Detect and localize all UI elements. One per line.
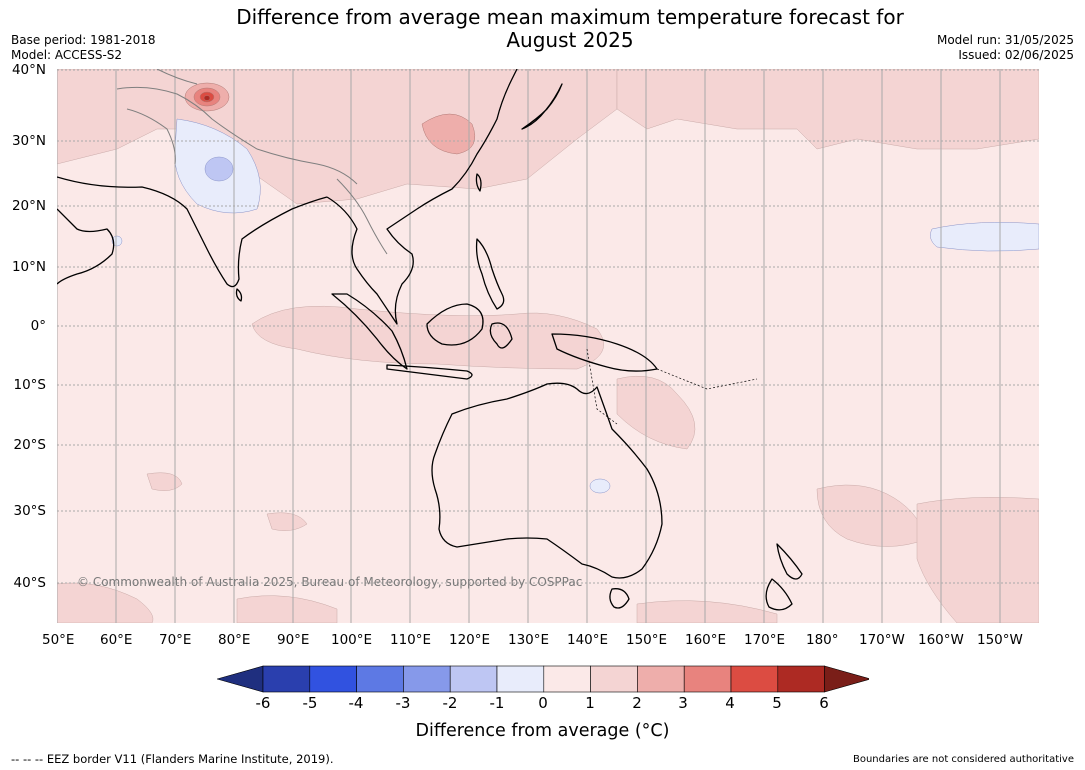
colorbar-tick: 6: [819, 694, 829, 712]
eez-borders: [586, 348, 758, 425]
colorbar-tick: -2: [442, 694, 458, 712]
colorbar-tick: 5: [772, 694, 782, 712]
lon-label: 50°E: [42, 632, 75, 648]
tasmania: [609, 588, 630, 609]
colorbar-swatch: [309, 665, 357, 693]
colorbar-tick: -3: [395, 694, 411, 712]
colorbar-tick: 1: [585, 694, 595, 712]
new-zealand: [765, 543, 803, 611]
colorbar-swatch: [777, 665, 825, 693]
lon-label: 60°E: [100, 632, 133, 648]
colorbar-swatch: [262, 665, 311, 693]
eez-footnote: -- -- -- EEZ border V11 (Flanders Marine…: [11, 752, 334, 766]
colorbar-tick: -5: [302, 694, 318, 712]
copyright-text: © Commonwealth of Australia 2025, Bureau…: [77, 575, 582, 589]
japan: [521, 83, 563, 130]
india-coast: [57, 176, 328, 288]
model-name: Model: ACCESS-S2: [11, 48, 123, 62]
lon-label: 170°W: [859, 632, 905, 648]
lat-label: 40°N: [11, 62, 46, 78]
colorbar-swatch: [449, 665, 498, 693]
lon-label: 150°W: [977, 632, 1023, 648]
lon-label: 160°W: [918, 632, 964, 648]
colorbar-label: Difference from average (°C): [415, 721, 670, 741]
model-run: Model run: 31/05/2025: [936, 33, 1074, 47]
lon-label: 160°E: [685, 632, 727, 648]
lon-label: 130°E: [508, 632, 550, 648]
colorbar-tick: 0: [538, 694, 548, 712]
lat-label: 30°S: [13, 503, 47, 519]
colorbar: [217, 665, 869, 693]
country-borders: [116, 69, 388, 255]
indochina-coast: [326, 69, 518, 325]
colorbar-under-arrow: [217, 665, 264, 693]
colorbar-swatch: [496, 665, 545, 693]
issued-date: Issued: 02/06/2025: [958, 48, 1074, 62]
lat-label: 20°S: [13, 437, 47, 453]
lat-label: 10°S: [13, 377, 47, 393]
colorbar-tick: 2: [632, 694, 642, 712]
chart-title-line1: Difference from average mean maximum tem…: [236, 5, 904, 29]
colorbar-tick: -1: [489, 694, 505, 712]
colorbar-tick: -4: [348, 694, 364, 712]
lat-label: 40°S: [13, 575, 47, 591]
anomaly-1-to-2-patches: [57, 69, 1039, 623]
lat-label: 30°N: [11, 133, 46, 149]
colorbar-swatch: [637, 665, 685, 693]
lat-label: 20°N: [11, 198, 46, 214]
taiwan: [475, 173, 482, 192]
sri-lanka: [235, 288, 243, 302]
chart-title-line2: August 2025: [506, 28, 634, 52]
colorbar-tick: 3: [678, 694, 688, 712]
base-period: Base period: 1981-2018: [11, 33, 156, 47]
lon-label: 80°E: [218, 632, 251, 648]
colorbar-swatch: [403, 665, 451, 693]
lat-label: 0°: [30, 318, 46, 334]
map-gridlines: [57, 69, 1039, 623]
philippines: [475, 238, 505, 310]
borneo: [426, 303, 484, 346]
anomaly-cool-patches: [111, 118, 1039, 494]
colorbar-swatch: [683, 665, 732, 693]
colorbar-over-arrow: [824, 665, 869, 693]
java: [386, 364, 473, 380]
lon-label: 100°E: [331, 632, 373, 648]
lon-label: 70°E: [159, 632, 192, 648]
arabia-coast: [57, 208, 115, 285]
colorbar-swatch: [730, 665, 779, 693]
sulawesi: [489, 322, 513, 349]
colorbar-tick: -6: [255, 694, 271, 712]
lon-label: 140°E: [567, 632, 609, 648]
australia: [431, 382, 663, 579]
colorbar-swatch: [356, 665, 404, 693]
lat-label: 10°N: [11, 259, 46, 275]
lon-label: 170°E: [744, 632, 786, 648]
lon-label: 110°E: [390, 632, 432, 648]
forecast-map: © Commonwealth of Australia 2025, Bureau…: [57, 69, 1039, 623]
lon-label: 180°: [806, 632, 839, 648]
lon-label: 120°E: [449, 632, 491, 648]
lon-label: 90°E: [277, 632, 310, 648]
colorbar-swatch: [543, 665, 591, 693]
boundaries-disclaimer: Boundaries are not considered authoritat…: [852, 754, 1074, 765]
colorbar-swatch: [590, 665, 638, 693]
anomaly-2-plus-patches: [184, 82, 476, 155]
lon-label: 150°E: [626, 632, 668, 648]
colorbar-tick: 4: [725, 694, 735, 712]
sumatra: [331, 293, 408, 370]
